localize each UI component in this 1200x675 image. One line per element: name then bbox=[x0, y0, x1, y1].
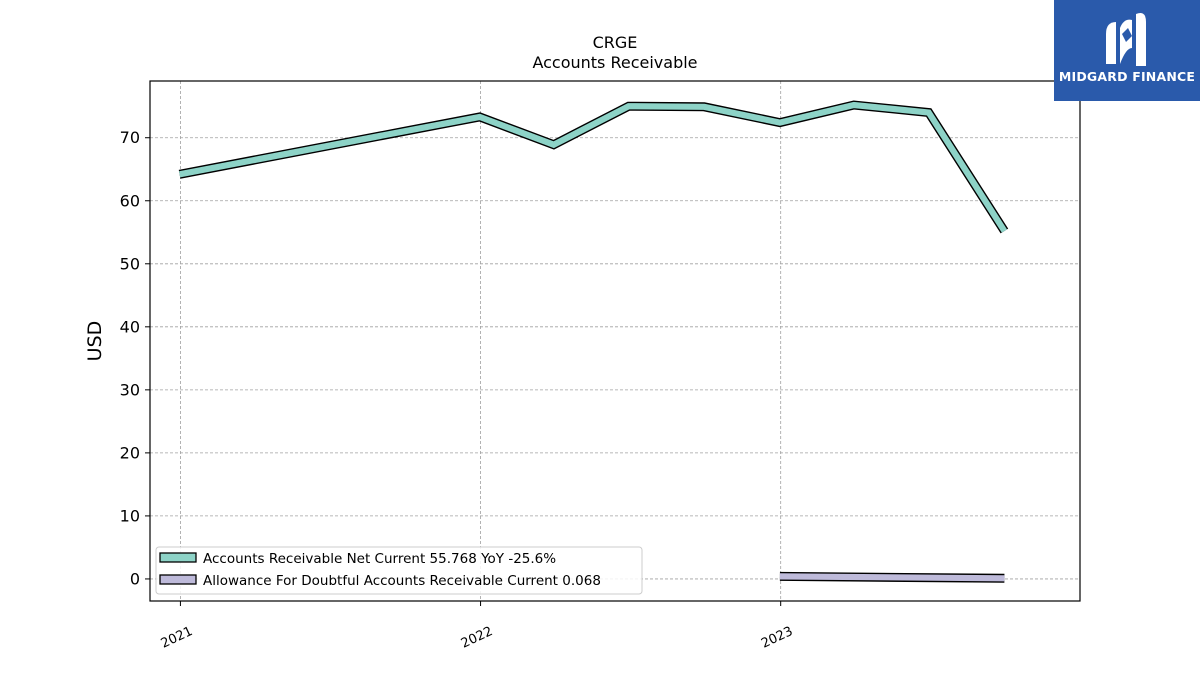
stylized-m-icon bbox=[1106, 13, 1146, 66]
y-tick-label: 50 bbox=[120, 254, 140, 273]
legend-label-net-current: Accounts Receivable Net Current 55.768 Y… bbox=[203, 551, 556, 567]
brand-logo: MIDGARD FINANCE bbox=[1054, 0, 1200, 101]
y-tick-label: 30 bbox=[120, 380, 140, 399]
x-tick-label: 2022 bbox=[459, 624, 495, 652]
y-tick-label: 10 bbox=[120, 506, 140, 525]
brand-name: MIDGARD FINANCE bbox=[1058, 69, 1196, 84]
series-line-2 bbox=[779, 573, 1005, 582]
legend-label-allowance: Allowance For Doubtful Accounts Receivab… bbox=[203, 573, 601, 589]
legend-swatch-allowance bbox=[159, 574, 197, 585]
y-tick-label: 20 bbox=[120, 443, 140, 462]
y-tick-label: 0 bbox=[130, 569, 140, 588]
y-tick-label: 60 bbox=[120, 191, 140, 210]
legend-swatch-net-current bbox=[159, 552, 197, 563]
x-tick-label: 2021 bbox=[159, 624, 195, 652]
y-axis-label: USD bbox=[84, 321, 106, 362]
series bbox=[178, 100, 1009, 583]
plot-frame bbox=[149, 80, 1081, 602]
y-tick-label: 70 bbox=[120, 128, 140, 147]
legend-box bbox=[155, 546, 643, 595]
x-tick-label: 2023 bbox=[759, 624, 795, 652]
grid bbox=[150, 81, 1080, 601]
chart-title: CRGE bbox=[593, 33, 638, 52]
chart-subtitle: Accounts Receivable bbox=[532, 53, 697, 72]
legend: Accounts Receivable Net Current 55.768 Y… bbox=[155, 546, 643, 595]
y-tick-label: 40 bbox=[120, 317, 140, 336]
series-line-1 bbox=[179, 101, 1008, 233]
